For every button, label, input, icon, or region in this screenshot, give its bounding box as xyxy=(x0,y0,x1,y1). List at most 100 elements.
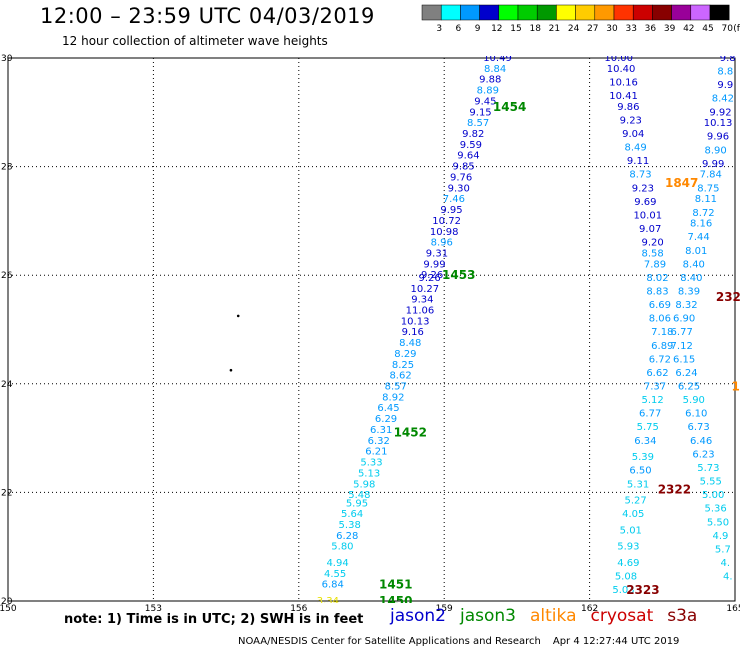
x-tick-label: 159 xyxy=(436,604,453,614)
wave-height-value: 10.72 xyxy=(432,216,461,227)
colorbar-swatch xyxy=(460,4,480,21)
footer-timestamp: Apr 4 12:27:44 UTC 2019 xyxy=(552,636,680,647)
wave-height-value: 9.96 xyxy=(707,132,729,143)
wave-height-value: 9.11 xyxy=(627,156,649,167)
wave-height-value: 4.94 xyxy=(326,558,348,569)
wave-height-value: 8.02 xyxy=(646,273,668,284)
wave-height-value: 8.84 xyxy=(484,64,506,75)
plot-frame xyxy=(7,57,736,602)
colorbar-swatch xyxy=(479,4,500,21)
wave-height-value: 8.42 xyxy=(712,94,734,105)
wave-height-value: 9.34 xyxy=(411,295,433,306)
wave-height-value: 9.69 xyxy=(634,197,656,208)
wave-height-value: 7.46 xyxy=(443,194,465,205)
colorbar-label: 30 xyxy=(606,24,618,34)
wave-height-value: 8.89 xyxy=(477,86,499,97)
colorbar-swatch xyxy=(556,4,576,21)
footer-credit: NOAA/NESDIS Center for Satellite Applica… xyxy=(238,636,541,647)
legend-jason2: jason2 xyxy=(390,606,446,626)
wave-height-value: 5.31 xyxy=(627,479,649,490)
wave-height-value: 9.92 xyxy=(709,107,731,118)
wave-height-value: 5.98 xyxy=(353,479,375,490)
wave-height-value: 8.29 xyxy=(394,349,416,360)
y-tick-label: 20 xyxy=(1,597,13,607)
colorbar-swatch xyxy=(652,4,672,21)
wave-height-value: 9.26 xyxy=(419,273,441,284)
wave-height-value: 6.34 xyxy=(634,436,656,447)
colorbar-swatch xyxy=(613,4,634,21)
wave-height-value: 8.06 xyxy=(649,314,671,325)
x-tick-label: 150 xyxy=(0,604,17,614)
wave-height-value: 5.80 xyxy=(331,542,353,553)
wave-height-value: 9.88 xyxy=(479,75,501,86)
wave-height-value: 8.83 xyxy=(646,286,668,297)
colorbar-swatch xyxy=(536,4,557,21)
wave-height-value: 6.77 xyxy=(671,327,693,338)
colorbar-label: 3 xyxy=(436,24,442,34)
location-marker xyxy=(229,368,233,372)
wave-height-value: 8.11 xyxy=(695,194,717,205)
pass-time-label: 18 xyxy=(731,380,740,394)
wave-height-value: 6.90 xyxy=(673,314,695,325)
wave-height-value: 5.75 xyxy=(637,422,659,433)
wave-height-value: 5.12 xyxy=(641,395,663,406)
wave-height-value: 7.44 xyxy=(688,232,710,243)
wave-height-value: 3.34 xyxy=(317,596,339,607)
colorbar-swatch xyxy=(421,4,442,21)
wave-height-value: 5.00 xyxy=(702,490,724,501)
wave-height-value: 9.95 xyxy=(440,205,462,216)
wave-height-value: 6.31 xyxy=(370,425,392,436)
wave-height-value: 10.13 xyxy=(704,118,733,129)
wave-height-value: 7.12 xyxy=(671,341,693,352)
wave-height-value: 10.41 xyxy=(609,91,638,102)
colorbar-swatch xyxy=(671,4,692,21)
wave-height-value: 5.73 xyxy=(697,463,719,474)
wave-height-value: 10.16 xyxy=(609,77,638,88)
wave-height-value: 5.50 xyxy=(707,517,729,528)
colorbar-swatch xyxy=(690,4,711,21)
colorbar-label: 33 xyxy=(625,24,636,34)
wave-height-value: 6.21 xyxy=(365,447,387,458)
pass-time-label: 1454 xyxy=(493,100,526,114)
legend-s3a: s3a xyxy=(667,606,698,626)
location-marker xyxy=(236,314,240,318)
wave-height-value: 8.16 xyxy=(690,219,712,230)
colorbar-swatch xyxy=(440,4,461,21)
colorbar-label: 36 xyxy=(645,24,657,34)
wave-height-value: 5.38 xyxy=(339,520,361,531)
wave-height-value: 9.85 xyxy=(452,162,474,173)
colorbar-label: 6 xyxy=(456,24,462,34)
wave-height-value: 9.23 xyxy=(620,115,642,126)
wave-height-value: 7.18 xyxy=(651,327,673,338)
wave-height-value: 8.01 xyxy=(685,246,707,257)
wave-height-value: 8.90 xyxy=(704,145,726,156)
wave-height-value: 5.95 xyxy=(346,498,368,509)
wave-height-value: 9.99 xyxy=(702,159,724,170)
legend-jason3: jason3 xyxy=(460,606,516,626)
wave-height-value: 8.75 xyxy=(697,183,719,194)
chart-subtitle: 12 hour collection of altimeter wave hei… xyxy=(62,34,328,48)
wave-height-value: 8.39 xyxy=(678,286,700,297)
wave-height-value: 9.59 xyxy=(460,140,482,151)
y-tick-label: 26 xyxy=(1,271,13,281)
wave-height-value: 4.55 xyxy=(324,569,346,580)
colorbar-label: 70 xyxy=(721,24,733,34)
wave-height-value: 10.00 xyxy=(604,53,633,64)
wave-height-value: 6.23 xyxy=(692,449,714,460)
colorbar-swatch xyxy=(575,4,596,21)
wave-height-value: 5.64 xyxy=(341,509,363,520)
wave-height-value: 5.36 xyxy=(704,504,726,515)
wave-height-value: 5.27 xyxy=(625,496,647,507)
wave-height-value: 8.40 xyxy=(683,259,705,270)
chart-title: 12:00 – 23:59 UTC 04/03/2019 xyxy=(40,4,375,28)
wave-height-value: 9.31 xyxy=(426,248,448,259)
y-tick-label: 30 xyxy=(1,54,13,64)
footer: NOAA/NESDIS Center for Satellite Applica… xyxy=(238,636,679,647)
wave-height-value: 8.49 xyxy=(625,143,647,154)
pass-time-label: 1451 xyxy=(379,578,412,592)
pass-time-label: 1453 xyxy=(442,268,475,282)
wave-height-value: 9.30 xyxy=(448,183,470,194)
wave-height-value: 5.48 xyxy=(348,490,370,501)
y-tick-label: 22 xyxy=(1,488,12,498)
